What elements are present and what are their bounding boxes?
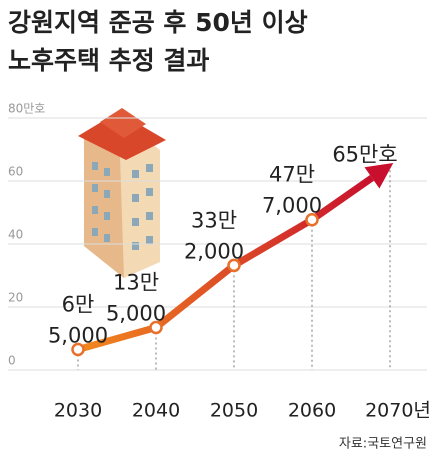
y-tick-label: 60: [8, 165, 23, 179]
arrow-head: [364, 162, 394, 189]
x-tick-label: 2060: [288, 400, 336, 422]
point: [71, 342, 85, 357]
value-label: 5,000: [48, 324, 108, 348]
x-tick-label: 2030: [54, 400, 102, 422]
y-tick-label: 0: [8, 354, 16, 368]
point: [305, 212, 319, 227]
y-tick-label: 80만호: [8, 102, 45, 116]
y-tick-label: 40: [8, 228, 23, 242]
source: 자료:국토연구원: [339, 437, 427, 452]
value-label: 2,000: [184, 239, 244, 263]
value-label: 65만호: [332, 142, 397, 166]
x-tick-label: 2050: [210, 400, 258, 422]
point: [149, 320, 163, 335]
value-label: 13만: [113, 270, 159, 294]
value-label: 7,000: [262, 194, 322, 218]
point: [227, 258, 241, 273]
x-tick-label: 2070년: [365, 400, 431, 422]
value-label: 47만: [269, 163, 315, 187]
value-label: 33만: [191, 208, 237, 232]
building-illustration: [78, 108, 166, 278]
x-tick-label: 2040: [132, 400, 180, 422]
chart-title: 노후주택 추정 결과: [8, 46, 209, 75]
value-label: 5,000: [106, 301, 166, 325]
chart-title: 강원지역 준공 후 50년 이상: [8, 8, 308, 37]
value-label: 6만: [62, 293, 95, 317]
y-tick-label: 20: [8, 291, 23, 305]
